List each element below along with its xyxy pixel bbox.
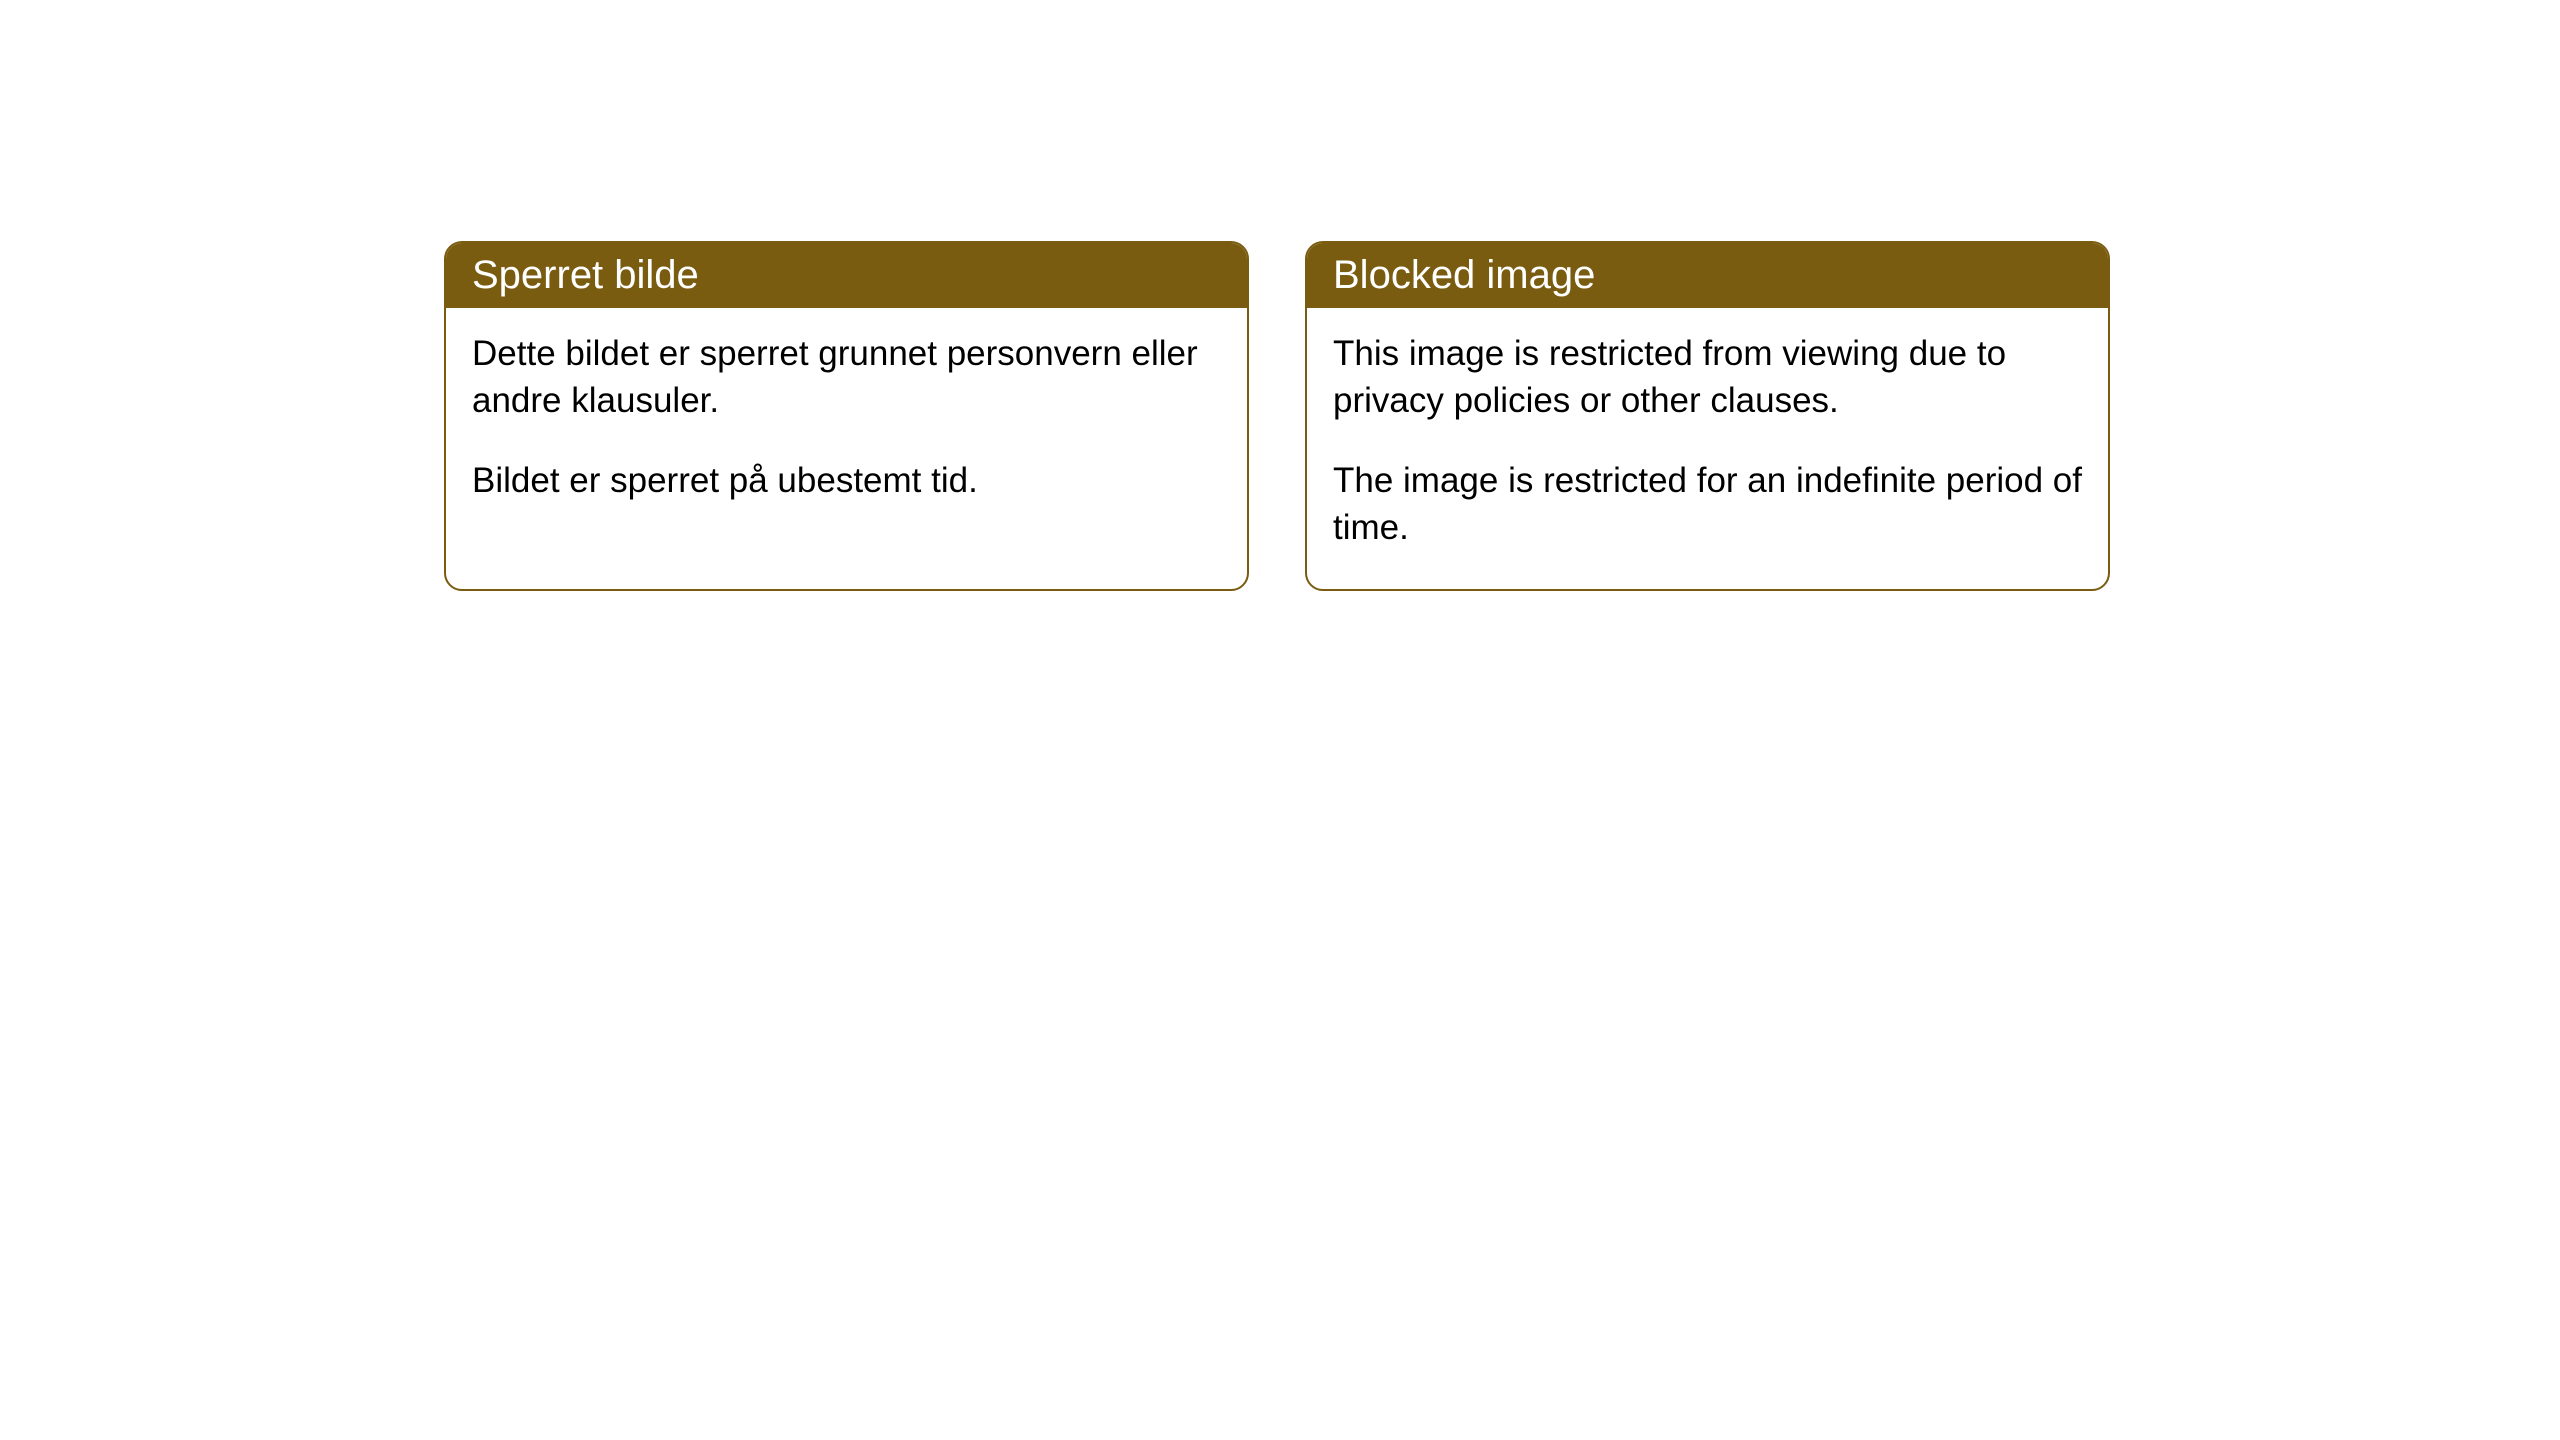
card-header-english: Blocked image (1307, 243, 2108, 308)
card-body-norwegian: Dette bildet er sperret grunnet personve… (446, 308, 1247, 542)
card-paragraph: Dette bildet er sperret grunnet personve… (472, 330, 1221, 425)
card-title: Sperret bilde (472, 253, 699, 297)
card-title: Blocked image (1333, 253, 1595, 297)
blocked-image-card-norwegian: Sperret bilde Dette bildet er sperret gr… (444, 241, 1249, 591)
card-header-norwegian: Sperret bilde (446, 243, 1247, 308)
notice-cards-container: Sperret bilde Dette bildet er sperret gr… (444, 241, 2110, 591)
card-paragraph: This image is restricted from viewing du… (1333, 330, 2082, 425)
blocked-image-card-english: Blocked image This image is restricted f… (1305, 241, 2110, 591)
card-body-english: This image is restricted from viewing du… (1307, 308, 2108, 589)
card-paragraph: The image is restricted for an indefinit… (1333, 457, 2082, 552)
card-paragraph: Bildet er sperret på ubestemt tid. (472, 457, 1221, 504)
